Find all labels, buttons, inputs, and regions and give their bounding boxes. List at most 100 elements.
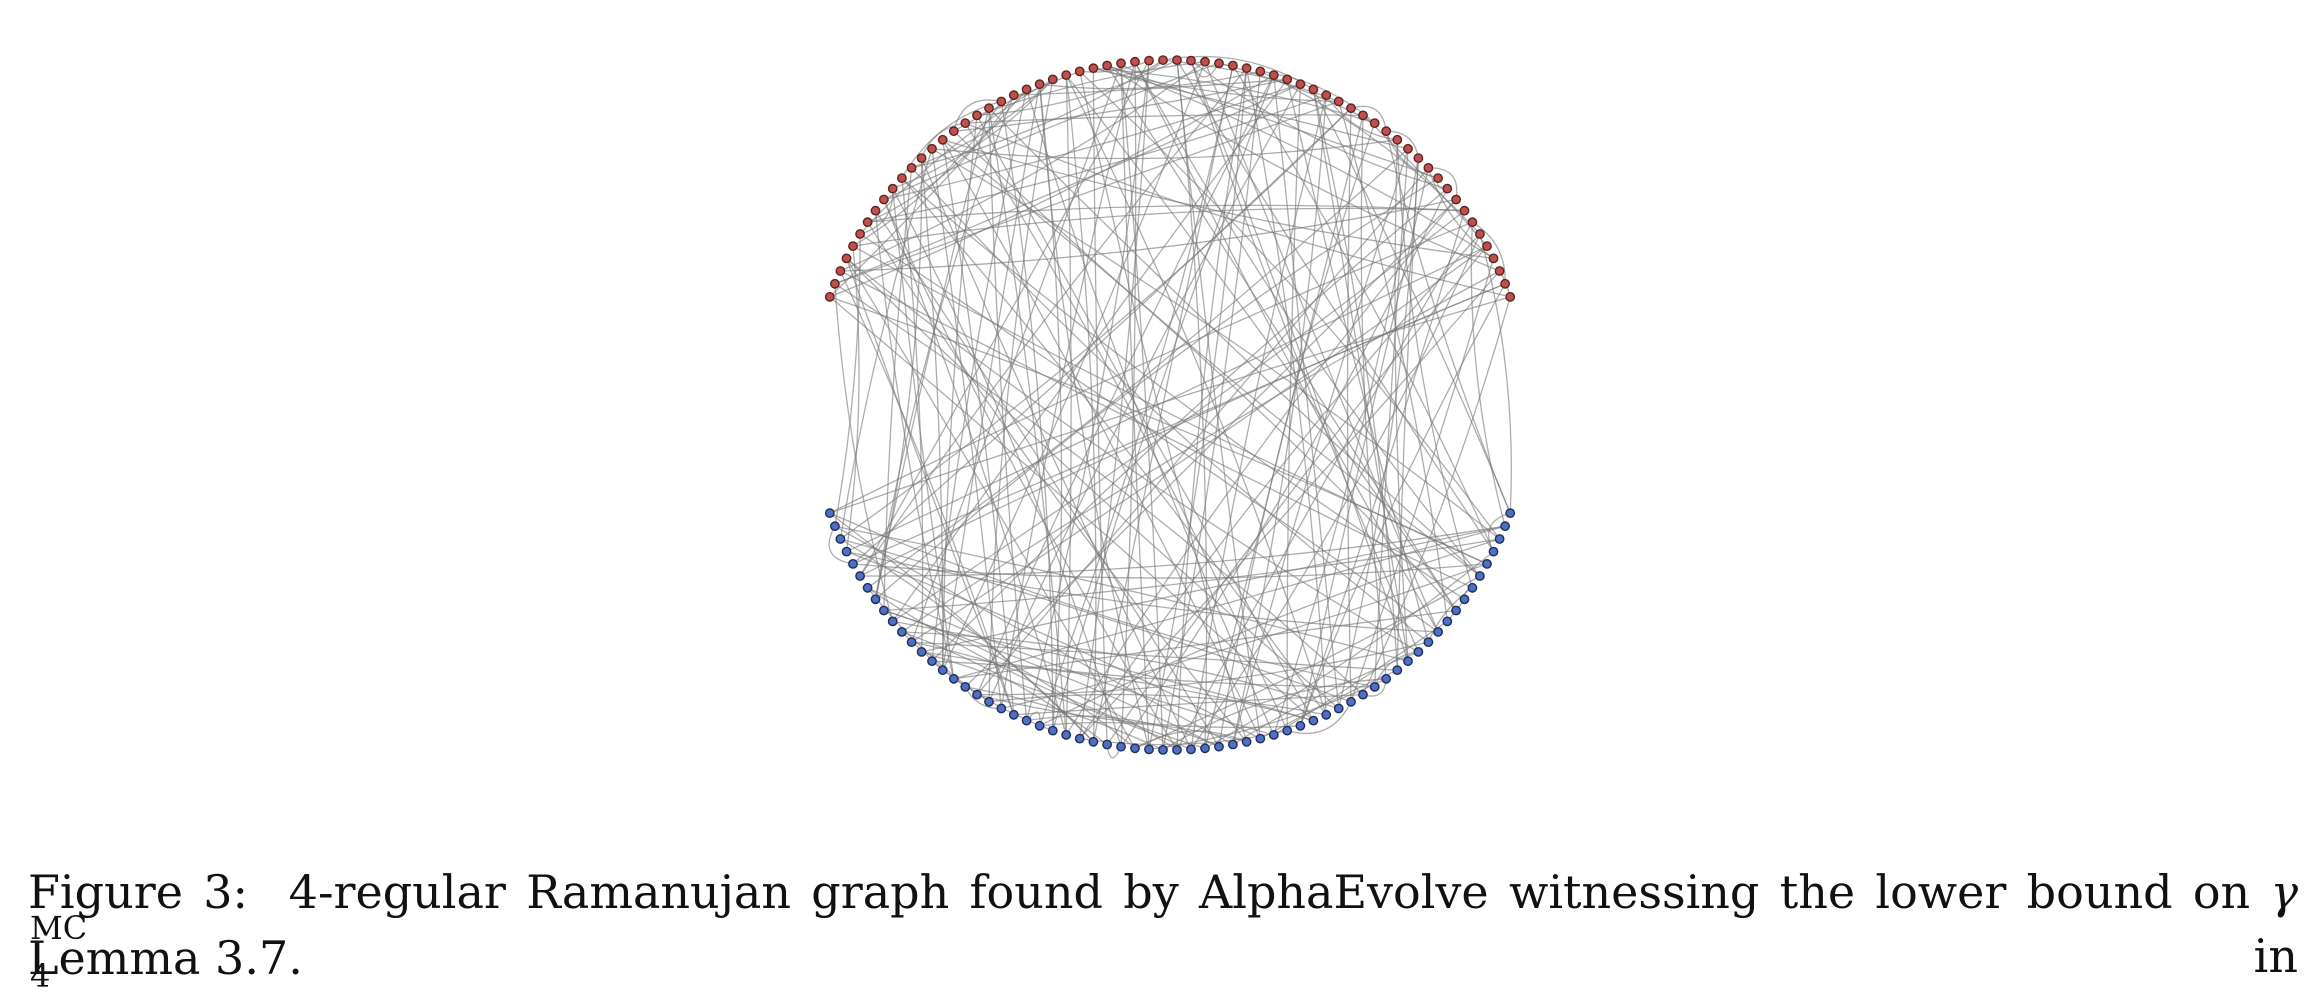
graph-edge — [910, 63, 1122, 643]
bottom-graph-node — [887, 616, 898, 627]
bottom-graph-node — [841, 546, 852, 557]
graph-edge — [1470, 222, 1506, 527]
graph-edge — [892, 210, 1465, 622]
graph-edge — [942, 84, 1041, 671]
bottom-graph-node — [1034, 720, 1045, 731]
top-graph-node — [1488, 253, 1499, 264]
top-graph-node — [1200, 56, 1210, 67]
graph-edge — [921, 651, 1192, 751]
graph-edge — [988, 79, 1054, 702]
top-graph-node — [1074, 66, 1085, 77]
bottom-graph-node — [870, 594, 881, 605]
graph-edge — [829, 221, 1473, 514]
graph-edge — [1346, 108, 1352, 702]
graph-edge — [1273, 75, 1340, 709]
bottom-graph-node — [1505, 508, 1516, 518]
top-graph-node — [835, 266, 846, 276]
bottom-graph-node — [1047, 725, 1058, 736]
top-graph-node — [1505, 291, 1516, 302]
top-graph-node — [1241, 63, 1252, 74]
graph-edge — [1312, 89, 1409, 662]
bottom-graph-node — [1241, 736, 1252, 747]
bottom-graph-node — [1442, 616, 1453, 627]
bottom-graph-node — [984, 696, 994, 707]
graph-edge — [839, 148, 933, 540]
graph-edge — [1362, 296, 1511, 695]
graph-edge — [874, 158, 923, 600]
top-graph-node — [1321, 90, 1332, 101]
graph-edge — [852, 101, 1002, 247]
graph-edge — [1162, 71, 1261, 751]
graph-edge — [1039, 70, 1261, 90]
graph-edge — [1134, 575, 1481, 749]
bottom-graph-node — [1214, 741, 1224, 752]
graph-edge — [1299, 167, 1430, 726]
figure-caption: Figure 3: 4-regular Ramanujan graph foun… — [28, 860, 2299, 995]
bottom-graph-node — [1321, 709, 1332, 720]
graph-edge — [883, 83, 1301, 201]
top-graph-node — [870, 205, 881, 216]
graph-edge — [1176, 59, 1495, 552]
bottom-graph-node — [927, 656, 937, 667]
top-graph-node — [1475, 229, 1485, 239]
gamma-symbol: γ — [2270, 865, 2299, 919]
graph-edge — [883, 609, 1136, 749]
graph-edge — [892, 188, 1122, 747]
top-graph-node — [1034, 79, 1045, 90]
graph-edge — [911, 245, 1488, 643]
bottom-graph-node — [1228, 739, 1238, 750]
bottom-graph-node — [996, 703, 1007, 714]
graph-edge — [867, 587, 1274, 736]
graph-edge — [1039, 538, 1500, 727]
top-graph-node — [1500, 278, 1511, 289]
graph-edges — [828, 55, 1512, 759]
graph-edge — [1190, 60, 1448, 190]
graph-edge — [840, 107, 1352, 540]
bottom-graph-node — [1061, 730, 1072, 740]
bottom-graph-node — [1158, 745, 1168, 755]
top-graph-node — [1268, 70, 1279, 81]
bottom-graph-node — [937, 665, 948, 676]
bottom-graph-node — [835, 534, 846, 544]
graph-edge — [988, 108, 1028, 721]
graph-edge — [988, 693, 1327, 716]
top-graph-node — [1451, 194, 1462, 205]
graph-edge — [867, 94, 1327, 223]
graph-edge — [965, 122, 1511, 298]
graph-edge — [1000, 101, 1054, 731]
bottom-graph-node — [1102, 739, 1113, 750]
top-graph-node — [1172, 55, 1182, 65]
top-graph-node — [855, 229, 865, 239]
bottom-graph-node — [1268, 730, 1279, 740]
gamma-superscript: MC — [30, 909, 88, 947]
graph-edge — [942, 139, 1015, 715]
gamma-subscript: 4 — [30, 957, 51, 995]
bottom-graph-node — [1423, 637, 1434, 647]
top-graph-node — [937, 134, 948, 145]
graph-edge — [839, 270, 1015, 716]
graph-edge — [1025, 60, 1150, 721]
graph-edge — [1259, 669, 1398, 740]
caption-lemma-reference: Lemma 3.7. — [28, 931, 303, 985]
graph-edge — [846, 550, 1439, 633]
graph-edge — [840, 61, 1206, 272]
top-graph-node — [1061, 70, 1072, 81]
graph-edge — [829, 88, 1028, 298]
bottom-graph-node — [1500, 521, 1511, 532]
graph-edge — [1204, 551, 1494, 749]
graph-edge — [828, 525, 854, 565]
top-graph-node — [1102, 60, 1113, 71]
gamma-scripts: MC 4 — [28, 909, 120, 995]
top-graph-node — [1308, 84, 1319, 95]
top-graph-node — [862, 217, 873, 228]
top-graph-node — [879, 194, 889, 205]
graph-edge — [964, 122, 1288, 731]
graph-edge — [1479, 233, 1512, 514]
top-graph-node — [1346, 103, 1356, 114]
graph-edge — [1312, 89, 1398, 671]
graph-edge — [1065, 74, 1327, 715]
bottom-graph-node — [916, 647, 927, 657]
bottom-graph-node — [1482, 559, 1492, 569]
graph-edge — [834, 233, 861, 527]
graph-edge — [1273, 157, 1420, 736]
